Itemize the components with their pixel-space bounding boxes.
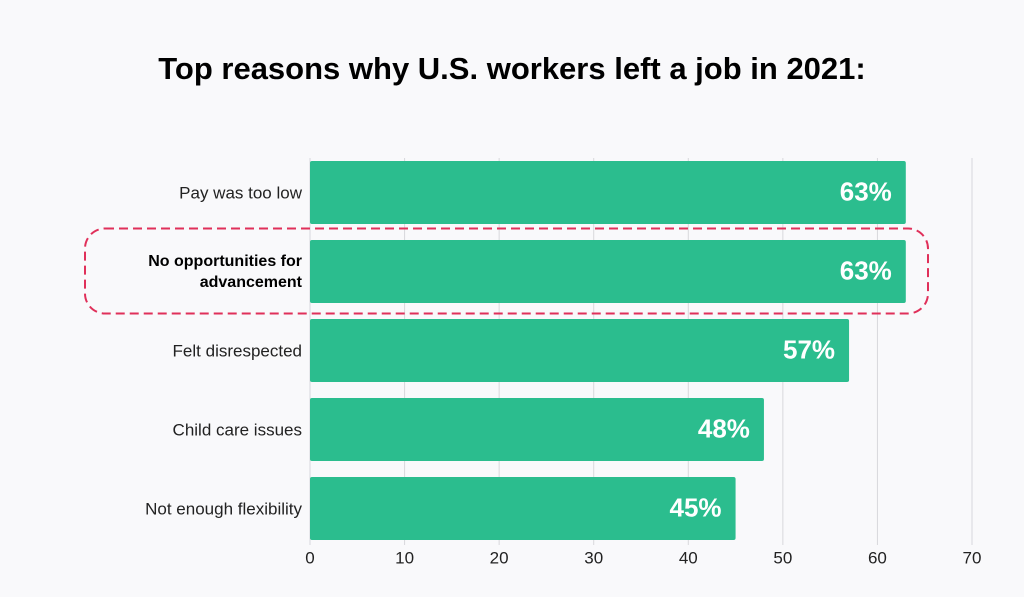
x-tick-label: 20: [490, 548, 509, 567]
value-label: 63%: [840, 255, 892, 285]
highlight-box: [84, 227, 929, 315]
x-tick-label: 40: [679, 548, 698, 567]
category-label: No opportunities for advancement: [148, 252, 302, 291]
x-tick-label: 10: [395, 548, 414, 567]
category-label: Child care issues: [172, 420, 302, 439]
bar: [310, 240, 906, 303]
x-tick-label: 30: [584, 548, 603, 567]
bar: [310, 161, 906, 224]
value-label: 57%: [783, 334, 835, 364]
value-label: 48%: [698, 413, 750, 443]
category-label: Not enough flexibility: [145, 499, 302, 518]
value-label: 63%: [840, 176, 892, 206]
x-tick-label: 70: [963, 548, 982, 567]
bar: [310, 477, 736, 540]
bar: [310, 319, 850, 382]
category-label: Felt disrespected: [172, 341, 302, 360]
x-tick-label: 60: [868, 548, 887, 567]
x-tick-label: 0: [305, 548, 314, 567]
x-tick-label: 50: [773, 548, 792, 567]
category-label: Pay was too low: [179, 183, 302, 202]
chart-title: Top reasons why U.S. workers left a job …: [158, 51, 866, 86]
bar: [310, 398, 764, 461]
value-label: 45%: [670, 492, 722, 522]
